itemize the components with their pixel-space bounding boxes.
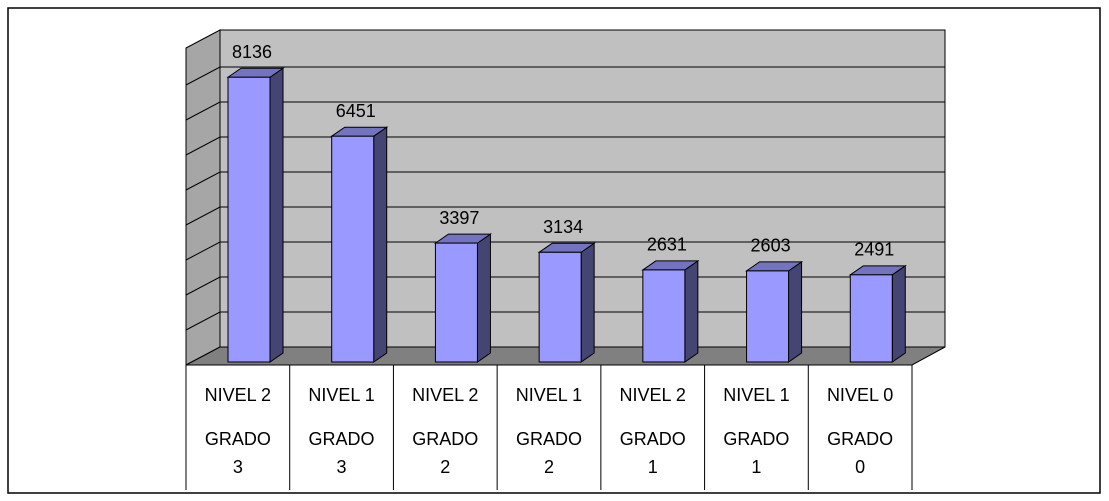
bar-side [476,233,491,363]
grid-line [185,101,945,121]
bar [642,269,686,363]
x-tick-label: NIVEL 1 [308,385,375,405]
x-tick-label: GRADO 3 [308,429,375,477]
bar [849,274,893,363]
data-label: 3397 [439,208,479,228]
x-tick-label: NIVEL 1 [515,385,583,405]
x-tick-label: GRADO 1 [619,429,686,477]
bar [434,242,478,363]
x-tick-label: NIVEL 2 [412,385,479,405]
x-tick-label: GRADO 2 [515,429,582,477]
data-label: 2491 [854,240,894,260]
x-tick-label: GRADO 0 [827,429,894,477]
bar-side [891,264,906,363]
grid-line [185,206,945,226]
grid-line [185,66,945,86]
bar [746,270,790,363]
grid-line [185,136,945,156]
data-label: 3134 [543,217,583,237]
x-tick-label: NIVEL 0 [826,385,894,405]
bar [538,251,582,363]
bar-side [269,67,284,363]
bar-side [373,126,388,363]
bar-side [684,259,699,363]
x-tick-label: GRADO 2 [412,429,479,477]
bars: 8136 6451 3397 3134 2631 2603 2491 [226,42,907,363]
bar-side [788,260,803,363]
data-label: 6451 [336,101,376,121]
grid-line [185,276,945,296]
x-tick-label: GRADO 1 [723,429,790,477]
bar [331,135,375,363]
grid-line [185,241,945,261]
grid-line [185,311,945,331]
bar-side [580,242,595,363]
x-tick-label: GRADO 3 [204,429,271,477]
grid-line [185,171,945,191]
x-tick-label: NIVEL 1 [723,385,790,405]
data-label: 8136 [232,42,272,62]
data-label: 2603 [751,236,791,256]
grid [185,66,945,331]
x-tick-label: NIVEL 2 [204,385,272,405]
bar [227,76,271,363]
x-tick-label: NIVEL 2 [619,385,686,405]
data-label: 2631 [647,235,687,255]
